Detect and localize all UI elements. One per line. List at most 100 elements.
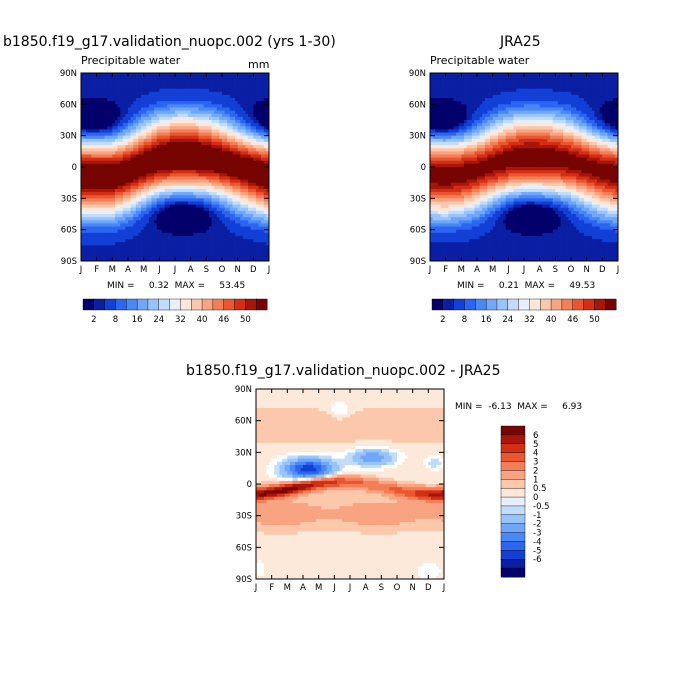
panel2-colorbar-label: 40	[546, 315, 557, 325]
panel2-ytick-label: 60N	[409, 100, 426, 110]
panel1-ytick-label: 30N	[60, 132, 77, 142]
panel3-colorbar-swatch	[500, 541, 526, 551]
panel3-colorbar-swatch	[500, 505, 526, 516]
panel1-colorbar-swatch	[82, 298, 95, 311]
panel2-colorbar-swatch	[475, 298, 487, 311]
panel1-ytick-label: 60S	[61, 226, 77, 236]
panel1-xtick-label: N	[234, 265, 240, 275]
panel3-colorbar-label: 5	[533, 440, 538, 450]
panel1-colorbar-swatch	[147, 298, 160, 311]
panel2-xtick-label: J	[616, 265, 620, 275]
panel3-colorbar-label: -2	[533, 520, 541, 530]
panel2-xtick-label: J	[522, 265, 526, 275]
panel3-xtick-label: S	[379, 583, 384, 593]
panel2-colorbar-swatch	[518, 298, 530, 311]
panel1-subtitle: Precipitable water	[81, 54, 181, 67]
panel3-colorbar-label: 2	[533, 466, 538, 476]
panel3-colorbar-swatch	[500, 523, 526, 534]
panel2-colorbar-swatch	[572, 298, 585, 311]
panel1-colorbar-swatch	[180, 298, 192, 311]
panel2-xtick-label: M	[458, 265, 465, 275]
panel2-colorbar-swatch	[529, 298, 541, 311]
panel2-ytick-label: 60S	[410, 226, 426, 236]
panel2-xtick-label: A	[537, 265, 543, 275]
panel2-stats: MIN = 0.21 MAX = 49.53	[457, 281, 596, 291]
panel1-xtick-label: A	[188, 265, 194, 275]
panel3-xtick-label: F	[269, 583, 274, 593]
panel1-colorbar-swatch	[158, 298, 171, 311]
panel1-xtick-label: J	[267, 265, 271, 275]
panel3-ytick-label: 30S	[236, 512, 252, 522]
panel2-colorbar-swatch	[453, 298, 465, 311]
panel2-colorbar-label: 50	[589, 315, 600, 325]
panel2-subtitle: Precipitable water	[430, 54, 530, 67]
panel2-colorbar-swatch	[496, 298, 509, 311]
panel1-colorbar-label: 16	[132, 315, 143, 325]
panel3-xtick-label: O	[394, 583, 401, 593]
panel2-colorbar-swatch	[594, 298, 606, 311]
panel3-xtick-label: M	[315, 583, 322, 593]
panel1-colorbar-swatch	[115, 298, 127, 311]
panel3-xtick-label: J	[442, 583, 446, 593]
panel2-colorbar-swatch	[604, 298, 617, 311]
panel2-xtick-label: M	[489, 265, 496, 275]
panel1-colorbar-swatch	[223, 298, 236, 311]
panel3-ytick-label: 30N	[235, 448, 252, 458]
panel2-xtick-label: D	[599, 265, 606, 275]
panel3-stats: MIN = -6.13 MAX = 6.93	[455, 402, 583, 412]
panel3-colorbar-swatch	[500, 514, 526, 525]
panel2-colorbar-swatch	[583, 298, 595, 311]
panel3-colorbar-label: -1	[533, 511, 541, 521]
panel1-stats: MIN = 0.32 MAX = 53.45	[107, 281, 246, 291]
panel1-colorbar-label: 40	[197, 315, 208, 325]
panel2-colorbar-label: 8	[462, 315, 467, 325]
panel2-xtick-label: A	[474, 265, 480, 275]
panel1-colorbar-swatch	[104, 298, 116, 311]
panel1-colorbar-swatch	[255, 298, 268, 311]
panel2-xtick-label: N	[583, 265, 589, 275]
panel1-xtick-label: J	[157, 265, 161, 275]
panel1-xtick-label: D	[250, 265, 257, 275]
panel3-colorbar-label: -0.5	[533, 502, 550, 512]
panel1-xtick-label: J	[79, 265, 83, 275]
panel1-colorbar-swatch	[169, 298, 181, 311]
panel3-colorbar-swatch	[500, 470, 526, 480]
panel3-ytick-label: 90S	[236, 575, 252, 585]
panel1-ytick-label: 30S	[61, 194, 77, 204]
panel3-ytick-label: 60N	[235, 417, 252, 427]
panel2-colorbar-swatch	[550, 298, 563, 311]
panel2-xtick-label: F	[443, 265, 448, 275]
panel3-xtick-label: N	[409, 583, 415, 593]
panel2-colorbar-swatch	[540, 298, 552, 311]
panel3-colorbar-label: 6	[533, 431, 538, 441]
panel3-xtick-label: D	[425, 583, 432, 593]
panel3-colorbar-swatch	[500, 550, 526, 560]
panel1-xtick-label: A	[125, 265, 131, 275]
panel1-xtick-label: J	[173, 265, 177, 275]
panel1-colorbar-label: 50	[240, 315, 251, 325]
panel2-title: JRA25	[500, 34, 541, 50]
panel1-colorbar-swatch	[126, 298, 138, 311]
panel1-colorbar-swatch	[191, 298, 203, 311]
panel3-colorbar-swatch	[500, 461, 526, 471]
panel3-colorbar-label: -5	[533, 546, 541, 556]
panel2-colorbar-swatch	[464, 298, 476, 311]
panel1-xtick-label: S	[204, 265, 209, 275]
panel1-xtick-label: M	[140, 265, 147, 275]
panel2-colorbar-swatch	[507, 298, 520, 311]
panel3-ytick-label: 60S	[236, 543, 252, 553]
panel3-colorbar-swatch	[500, 443, 526, 454]
panel1-colorbar-swatch	[201, 298, 214, 311]
panel3-colorbar-swatch	[500, 496, 526, 507]
panel3-colorbar-swatch	[500, 532, 526, 542]
panel1-colorbar-swatch	[136, 298, 149, 311]
panel2-xtick-label: S	[553, 265, 558, 275]
panel2-colorbar-swatch	[485, 298, 498, 311]
panel1-colorbar-label: 8	[113, 315, 118, 325]
panel1-colorbar-label: 2	[91, 315, 96, 325]
panel2-colorbar-label: 46	[567, 315, 578, 325]
panel3-colorbar-swatch	[500, 479, 526, 489]
panel1-colorbar-swatch	[234, 298, 246, 311]
panel2-ytick-label: 90N	[409, 69, 426, 79]
